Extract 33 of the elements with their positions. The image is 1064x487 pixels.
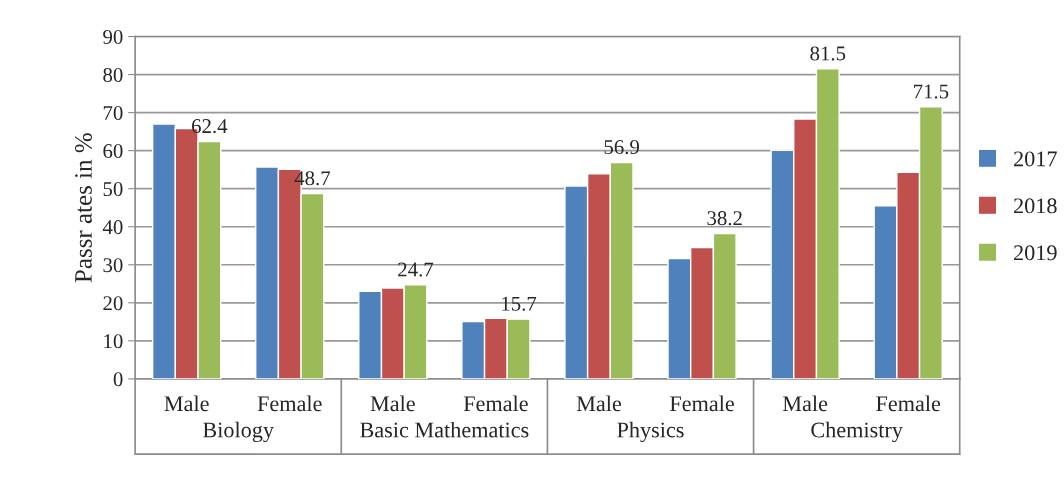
y-tick-label: 0 bbox=[113, 372, 123, 387]
data-label: 62.4 bbox=[192, 119, 228, 134]
legend-label: 2018 bbox=[1014, 198, 1057, 214]
x-tick-label: Female bbox=[257, 395, 322, 412]
x-tick-label: Female bbox=[463, 395, 528, 412]
data-label: 38.2 bbox=[707, 211, 742, 226]
y-tick-label: 40 bbox=[102, 220, 123, 235]
data-label: 81.5 bbox=[810, 46, 846, 61]
data-label: 71.5 bbox=[914, 84, 949, 99]
y-tick-label: 60 bbox=[103, 144, 123, 159]
text: Chemistry bbox=[811, 421, 903, 443]
y-tick-label: 30 bbox=[103, 258, 123, 273]
text: Biology bbox=[203, 421, 274, 443]
y-tick-label: 90 bbox=[103, 29, 123, 44]
x-tick-label: Male bbox=[576, 395, 622, 412]
x-tick-label: Male bbox=[782, 395, 828, 412]
legend-label: 2017 bbox=[1014, 151, 1057, 167]
text: Basic Mathematics bbox=[360, 421, 529, 438]
x-tick-label: Female bbox=[669, 395, 734, 412]
x-tick-label: Male bbox=[370, 395, 415, 412]
y-tick-label: 20 bbox=[103, 296, 123, 311]
y-axis-title: Passr ates in % bbox=[74, 133, 92, 283]
y-tick-label: 10 bbox=[104, 334, 123, 349]
x-tick-label: Female bbox=[876, 395, 941, 412]
x-tick-label: Male bbox=[164, 395, 209, 412]
y-tick-label: 70 bbox=[103, 105, 123, 121]
data-label: 56.9 bbox=[604, 140, 640, 155]
data-label: 15.7 bbox=[502, 296, 537, 311]
y-tick-label: 80 bbox=[103, 67, 123, 82]
legend-label: 2019 bbox=[1014, 245, 1057, 261]
text: Physics bbox=[617, 421, 684, 443]
data-label: 24.7 bbox=[398, 262, 434, 277]
y-tick-label: 50 bbox=[103, 182, 123, 197]
